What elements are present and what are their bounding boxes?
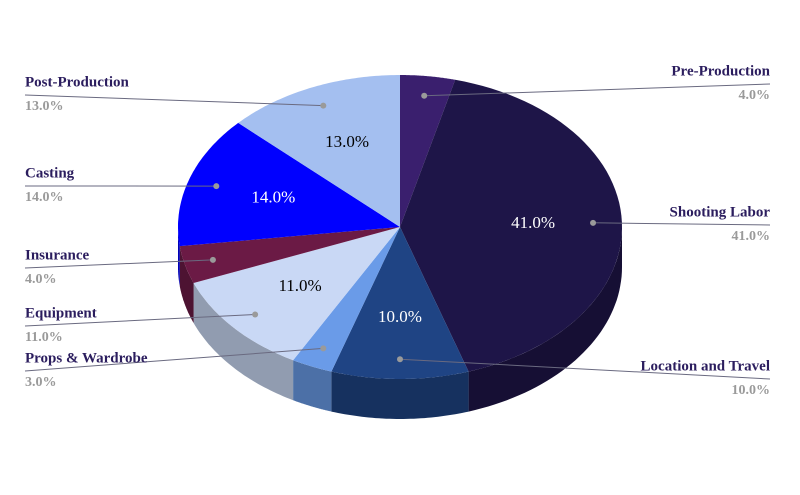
leader-line bbox=[424, 83, 771, 97]
leader-line bbox=[24, 314, 256, 327]
leader-dot bbox=[209, 256, 216, 263]
value-label: 3.0% bbox=[25, 375, 57, 390]
slice bbox=[193, 227, 400, 361]
slice bbox=[400, 75, 456, 227]
data-label: 13.0% bbox=[325, 132, 369, 151]
slice-side bbox=[331, 371, 469, 419]
leader-line bbox=[24, 259, 213, 269]
slice-side bbox=[179, 246, 194, 323]
leader-dot bbox=[590, 219, 597, 226]
category-label: Casting bbox=[25, 165, 75, 181]
category-label: Pre-Production bbox=[671, 63, 770, 79]
slice bbox=[293, 227, 400, 372]
value-label: 4.0% bbox=[739, 88, 771, 103]
slice bbox=[179, 227, 400, 283]
leader-dot bbox=[213, 183, 220, 190]
leader-dot bbox=[421, 92, 428, 99]
data-label: 10.0% bbox=[378, 307, 422, 326]
slice-side bbox=[193, 283, 294, 401]
leader-line bbox=[399, 358, 771, 380]
value-label: 11.0% bbox=[25, 330, 63, 345]
leader-line bbox=[24, 94, 324, 107]
value-label: 14.0% bbox=[25, 190, 64, 205]
value-label: 13.0% bbox=[25, 99, 64, 114]
category-label: Insurance bbox=[25, 247, 90, 263]
leader-dot bbox=[320, 345, 327, 352]
category-label: Post-Production bbox=[25, 74, 130, 90]
value-label: 4.0% bbox=[25, 272, 57, 287]
slice bbox=[238, 75, 400, 227]
data-label: 11.0% bbox=[278, 276, 321, 295]
value-label: 10.0% bbox=[732, 383, 771, 398]
leader-dot bbox=[397, 356, 403, 363]
category-label: Shooting Labor bbox=[670, 204, 771, 220]
slice bbox=[400, 79, 622, 372]
leader-dot bbox=[320, 102, 327, 109]
slice bbox=[331, 227, 469, 379]
leader-line bbox=[592, 222, 771, 226]
slice-side bbox=[468, 227, 622, 412]
leader-dot bbox=[252, 311, 259, 318]
slice-side bbox=[178, 227, 180, 287]
leader-line bbox=[24, 347, 324, 372]
slice-side bbox=[293, 360, 332, 412]
category-label: Location and Travel bbox=[641, 358, 770, 374]
category-label: Equipment bbox=[25, 305, 97, 321]
data-label: 14.0% bbox=[251, 188, 295, 207]
slice bbox=[178, 122, 400, 247]
category-label: Props & Wardrobe bbox=[25, 350, 148, 366]
value-label: 41.0% bbox=[732, 229, 771, 244]
data-label: 41.0% bbox=[511, 213, 555, 232]
